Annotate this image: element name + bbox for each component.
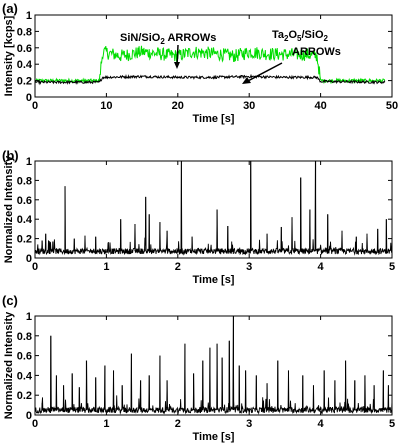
panel-label: (a) (2, 1, 18, 16)
y-tick-label: 0.8 (17, 175, 32, 187)
x-axis-label: Time [s] (193, 274, 235, 286)
y-tick-label: 0.6 (17, 351, 32, 363)
x-tick-label: 30 (243, 100, 255, 112)
axes-frame (34, 315, 393, 416)
y-tick-label: 0.8 (17, 331, 32, 343)
x-tick-label: 40 (314, 100, 326, 112)
x-tick-label: 20 (172, 100, 184, 112)
x-tick-label: 10 (100, 100, 112, 112)
panel-label: (c) (2, 293, 18, 308)
x-tick-label: 2 (175, 418, 181, 430)
x-tick-label: 50 (386, 100, 398, 112)
y-tick-label: 0 (26, 410, 32, 422)
plot-area (35, 45, 386, 86)
axes-frame (34, 14, 393, 98)
x-tick-label: 2 (175, 261, 181, 273)
x-tick-label: 3 (246, 418, 252, 430)
x-tick-label: 3 (246, 261, 252, 273)
y-tick-label: 0.4 (17, 370, 33, 382)
x-axis-label: Time [s] (193, 113, 235, 125)
y-tick-label: 0.6 (17, 195, 32, 207)
y-tick-label: 0.4 (17, 214, 33, 226)
y-tick-label: 1 (26, 10, 32, 22)
x-tick-label: 0 (32, 261, 38, 273)
y-axis-label: Normalized Intensity (3, 155, 15, 263)
panel-b: (b) 0 1 2 3 4 5 0 0.2 0.4 0.6 0.8 1 Time [s] Normalize… (2, 148, 395, 286)
y-tick-label: 0 (26, 253, 32, 265)
y-tick-label: 0.2 (17, 234, 32, 246)
axes-frame (34, 160, 393, 259)
y-tick-label: 1 (26, 156, 32, 168)
annotation-ta-line2: ARROWs (292, 46, 341, 58)
annotation-ta: Ta2O5/SiO2 (272, 29, 329, 43)
y-axis-label: Intensity [kcps] (3, 15, 15, 96)
y-tick-label: 0.2 (17, 390, 32, 402)
series-line (35, 161, 392, 256)
y-axis-label: Normalized Intensity (3, 311, 15, 419)
annotation-sin: SiN/SiO2 ARROWs (120, 32, 216, 46)
x-axis-label: Time [s] (193, 431, 235, 443)
x-tick-label: 4 (318, 261, 325, 273)
x-tick-label: 0 (32, 418, 38, 430)
x-tick-label: 5 (389, 261, 395, 273)
series-line-1 (35, 73, 386, 86)
plot-area (35, 161, 392, 256)
plot-area (35, 316, 392, 415)
y-tick-label: 1 (26, 311, 32, 323)
annotation-arrowhead-ta (242, 77, 251, 84)
y-tick-label: 0.6 (17, 43, 32, 55)
y-tick-label: 0.4 (17, 59, 33, 71)
annotation-arrowhead-sin (174, 62, 180, 69)
annotation-arrow-ta (245, 62, 283, 83)
y-tick-label: 0.8 (17, 26, 32, 38)
x-tick-label: 1 (103, 261, 109, 273)
y-tick-label: 0.2 (17, 76, 32, 88)
panel-label: (b) (2, 148, 19, 163)
panel-c: (c) 0 1 2 3 4 5 0 0.2 0.4 0.6 0.8 1 Time [s] Normalize… (2, 293, 395, 443)
x-tick-label: 4 (318, 418, 325, 430)
x-tick-label: 5 (389, 418, 395, 430)
series-line (35, 316, 392, 415)
x-tick-label: 1 (103, 418, 109, 430)
x-tick-label: 0 (32, 100, 38, 112)
y-tick-label: 0 (26, 92, 32, 104)
